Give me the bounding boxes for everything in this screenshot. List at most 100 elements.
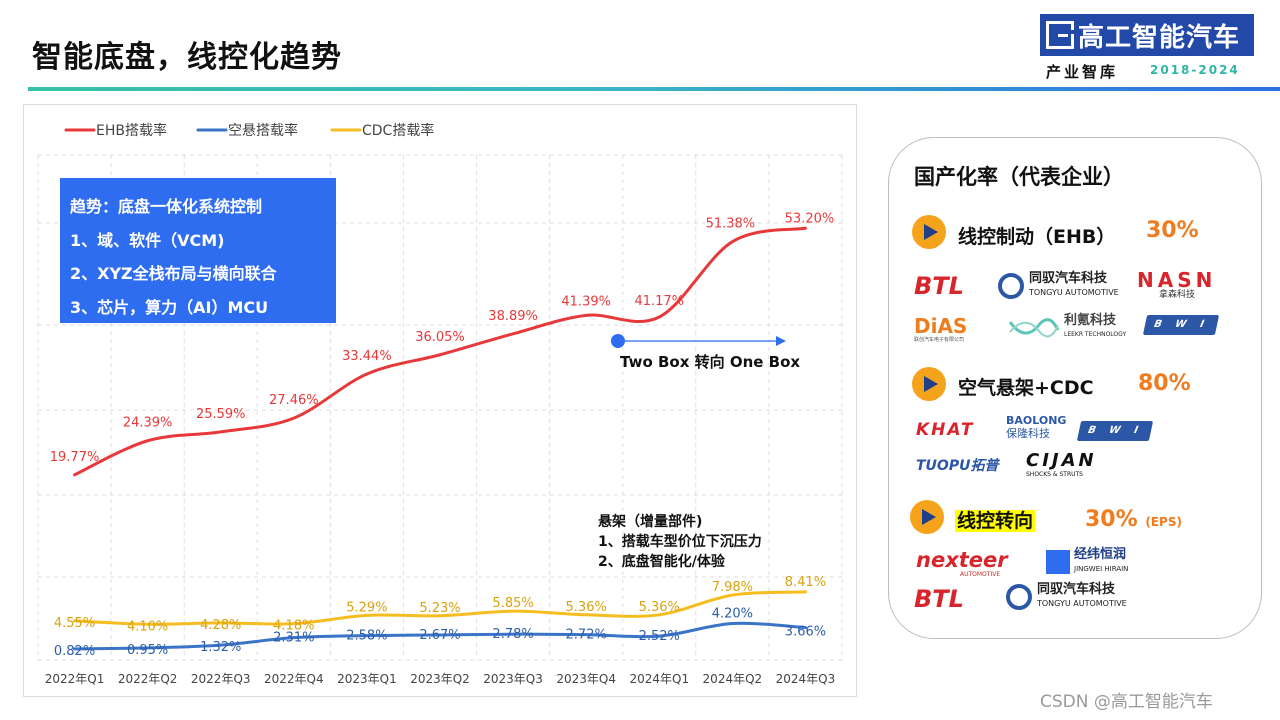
annotation-dot [611,334,625,348]
jingwei-square-icon [1046,550,1070,574]
logo-bwi-2: BWI [1076,421,1154,441]
category-steering-label: 线控转向 [955,506,1036,533]
play-arrow-icon [910,500,944,534]
data-label-cdc: 5.36% [566,600,607,615]
data-label-cdc: 4.55% [54,616,95,631]
x-tick-label: 2023年Q1 [337,672,397,686]
data-label-air: 4.20% [712,607,753,622]
logo-tongyu-2-en: TONGYU AUTOMOTIVE [1037,599,1127,608]
play-arrow-icon [912,215,946,249]
x-tick-label: 2024年Q2 [703,672,763,686]
page-title: 智能底盘，线控化趋势 [32,40,342,75]
localization-title: 国产化率（代表企业） [914,165,1124,189]
data-label-air: 1.32% [200,640,241,655]
x-tick-label: 2023年Q4 [556,672,616,686]
logo-nasn: NASN 拿森科技 [1137,270,1216,301]
localization-panel [888,137,1262,639]
trend-line-3: 2、XYZ全栈布局与横向联合 [70,264,277,283]
data-label-air: 0.82% [54,644,95,659]
data-label-cdc: 4.10% [127,619,168,634]
brand-years: 2018-2024 [1150,63,1240,77]
data-label-cdc: 8.41% [785,575,826,590]
brand-subtitle: 产业智库 [1046,63,1119,81]
legend-label: CDC搭载率 [362,122,434,139]
x-tick-label: 2023年Q2 [410,672,470,686]
logo-bwi-1-text: BWI [1142,315,1220,335]
legend-label: EHB搭载率 [96,122,167,139]
tongyu-ring-icon [1006,584,1032,610]
data-label-ehb: 51.38% [706,217,756,232]
header-divider [28,87,1280,91]
suspension-note-title: 悬架（增量部件) [598,514,703,530]
category-ehb-pct: 30% [1146,218,1199,243]
logo-baolong: BAOLONG 保隆科技 [1006,414,1066,440]
x-tick-label: 2022年Q4 [264,672,324,686]
category-ehb-label: 线控制动（EHB） [958,226,1116,248]
logo-btl-text: BTL [914,272,964,300]
logo-baolong-text: BAOLONG [1006,414,1067,427]
data-label-ehb: 24.39% [123,416,173,431]
x-tick-label: 2024年Q1 [629,672,689,686]
logo-dias-text: DiAS [914,314,968,338]
logo-leekr-en: LEEKR TECHNOLOGY [1064,331,1127,338]
x-tick-label: 2022年Q1 [45,672,105,686]
data-label-air: 2.72% [566,628,607,643]
logo-btl-2: BTL [914,585,964,613]
x-tick-label: 2022年Q3 [191,672,251,686]
category-air-label: 空气悬架+CDC [958,377,1094,399]
data-label-cdc: 5.36% [639,600,680,615]
logo-tuopu-text: TUOPU拓普 [916,458,999,474]
legend-label: 空悬搭载率 [228,122,298,139]
data-label-ehb: 25.59% [196,407,246,422]
trend-line-1: 趋势：底盘一体化系统控制 [70,197,263,216]
logo-cijan-sub: SHOCKS & STRUTS [1026,471,1083,478]
logo-leekr-cn: 利氪科技 [1064,313,1117,328]
logo-bwi-2-text: BWI [1076,421,1154,441]
logo-nexteer-text: nexteer [916,548,1008,572]
logo-nexteer-sub: AUTOMOTIVE [960,571,1001,578]
logo-dias-sub: 联创汽车电子有限公司 [914,337,965,343]
logo-tongyu: 同驭汽车科技 TONGYU AUTOMOTIVE [998,272,1119,300]
trend-box: 趋势：底盘一体化系统控制 1、域、软件（VCM) 2、XYZ全栈布局与横向联合 … [60,178,336,323]
logo-jingwei-cn: 经纬恒润 [1074,547,1127,562]
data-label-ehb: 41.17% [634,294,684,309]
logo-dias: DiAS 联创汽车电子有限公司 [914,316,967,344]
category-steering-pct: 30% (EPS) [1085,507,1182,532]
data-label-ehb: 27.46% [269,393,319,408]
brand-g-icon [1046,21,1074,49]
data-label-cdc: 7.98% [712,580,753,595]
data-label-ehb: 41.39% [561,294,611,309]
data-label-ehb: 53.20% [785,211,835,226]
category-air-pct: 80% [1138,371,1191,396]
logo-tongyu-en: TONGYU AUTOMOTIVE [1029,288,1119,297]
x-tick-label: 2024年Q3 [776,672,836,686]
data-label-air: 3.66% [785,625,826,640]
suspension-note: 悬架（增量部件) 1、搭载车型价位下沉压力 2、底盘智能化/体验 [598,512,762,572]
line-chart: 19.77% 24.39% 25.59% 27.46% 33.44% 36.05% 38.8… [37,122,843,686]
logo-baolong-cn: 保隆科技 [1006,427,1050,440]
logo-tuopu: TUOPU拓普 [916,455,998,475]
logo-khat-text: KHAT [916,420,975,440]
onebox-annotation: Two Box 转向 One Box [620,353,801,371]
logo-tongyu-2-cn: 同驭汽车科技 [1037,582,1116,597]
category-steering-label-text: 线控转向 [955,510,1036,532]
logo-nasn-text: NASN [1137,268,1217,292]
category-steering-pct-value: 30% [1085,507,1138,532]
suspension-note-point-2: 2、底盘智能化/体验 [598,554,725,570]
data-label-ehb: 38.89% [488,309,538,324]
logo-cijan: CIJAN SHOCKS & STRUTS [1026,451,1097,479]
logo-tongyu-cn: 同驭汽车科技 [1029,271,1108,286]
data-label-cdc: 4.18% [273,619,314,634]
data-label-cdc: 4.28% [200,618,241,633]
data-label-air: 0.95% [127,643,168,658]
series-line-cdc [73,590,807,626]
suspension-note-point-1: 1、搭载车型价位下沉压力 [598,534,762,550]
data-label-ehb: 33.44% [342,349,392,364]
data-label-cdc: 5.29% [346,600,387,615]
series-line-air [73,621,807,651]
category-steering-pct-note: (EPS) [1145,515,1182,529]
trend-line-4: 3、芯片，算力（AI）MCU [70,297,269,317]
logo-khat: KHAT [916,420,975,440]
logo-tongyu-2: 同驭汽车科技 TONGYU AUTOMOTIVE [1006,583,1127,611]
x-tick-label: 2023年Q3 [483,672,543,686]
